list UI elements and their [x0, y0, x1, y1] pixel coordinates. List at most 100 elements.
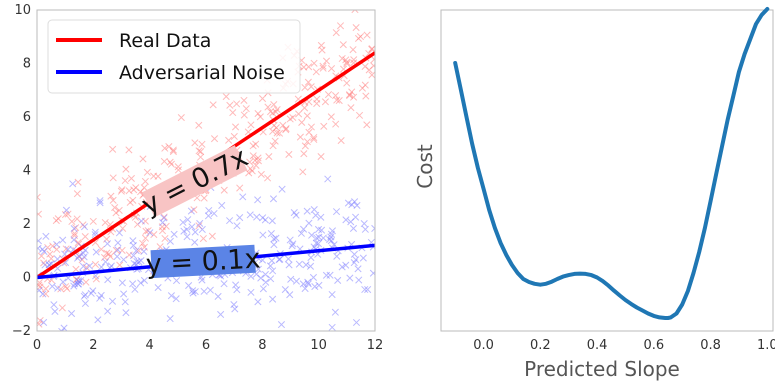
- scatter-point: [72, 265, 80, 273]
- scatter-point: [96, 197, 104, 205]
- scatter-point: [304, 280, 312, 288]
- scatter-point: [104, 307, 112, 315]
- scatter-point: [81, 232, 89, 241]
- scatter-point: [129, 237, 137, 245]
- scatter-point: [349, 224, 358, 233]
- scatter-point: [351, 198, 359, 206]
- scatter-point: [321, 1, 327, 7]
- scatter-point: [97, 245, 105, 253]
- scatter-point: [80, 223, 89, 231]
- scatter-point: [191, 139, 199, 147]
- scatter-point: [38, 374, 44, 380]
- left-y-ticks: −2 0 2 4 6 8 10: [12, 3, 31, 339]
- scatter-point: [264, 103, 272, 111]
- scatter-point: [321, 98, 329, 106]
- scatter-point: [334, 276, 342, 284]
- scatter-point: [278, 185, 286, 193]
- scatter-point: [361, 285, 369, 294]
- scatter-point: [188, 223, 196, 231]
- annotation-box: [150, 244, 256, 279]
- x-tick-label: 8: [258, 338, 266, 353]
- y-tick-label: 2: [23, 217, 31, 232]
- scatter-point: [210, 135, 219, 143]
- scatter-point: [305, 219, 313, 227]
- scatter-point: [118, 186, 126, 194]
- scatter-point: [288, 242, 296, 250]
- scatter-point: [92, 248, 100, 256]
- scatter-point: [137, 217, 145, 225]
- scatter-point: [264, 174, 272, 182]
- scatter-point: [42, 290, 50, 298]
- scatter-point: [304, 278, 312, 286]
- scatter-point: [369, 269, 375, 277]
- scatter-point: [233, 286, 241, 294]
- scatter-point: [315, 233, 323, 241]
- scatter-point: [37, 316, 44, 325]
- scatter-point: [312, 239, 320, 247]
- scatter-point: [137, 279, 145, 287]
- scatter-point: [204, 212, 213, 220]
- scatter-point: [39, 290, 47, 298]
- scatter-point: [174, 163, 182, 171]
- scatter-point: [111, 203, 119, 212]
- scatter-point: [37, 210, 43, 218]
- scatter-point: [272, 124, 280, 132]
- scatter-point: [370, 55, 375, 63]
- scatter-point: [49, 242, 57, 250]
- scatter-point: [75, 278, 83, 286]
- x-tick-label: 4: [146, 338, 154, 353]
- scatter-point: [69, 180, 77, 188]
- scatter-point: [343, 58, 351, 66]
- scatter-point: [231, 305, 239, 313]
- scatter-point: [303, 112, 311, 120]
- scatter-point: [364, 285, 372, 294]
- scatter-point: [359, 254, 367, 262]
- scatter-point: [315, 281, 323, 289]
- scatter-point: [299, 168, 307, 176]
- scatter-point: [154, 283, 162, 292]
- scatter-point: [345, 91, 354, 99]
- scatter-point: [82, 278, 90, 286]
- scatter-point: [117, 187, 125, 195]
- scatter-point: [347, 104, 355, 112]
- scatter-point: [249, 142, 257, 150]
- x-tick-label: 10: [310, 338, 327, 353]
- scatter-point: [125, 187, 133, 195]
- scatter-point: [351, 10, 359, 14]
- scatter-point: [58, 327, 66, 331]
- scatter-point: [271, 137, 279, 145]
- scatter-point: [363, 121, 371, 129]
- scatter-point: [122, 165, 130, 173]
- scatter-point: [245, 169, 253, 177]
- scatter-point: [242, 105, 250, 113]
- scatter-point: [238, 340, 244, 346]
- scatter-point: [112, 209, 120, 217]
- scatter-point: [59, 278, 67, 286]
- scatter-point: [197, 153, 205, 161]
- scatter-point: [91, 260, 99, 269]
- y-axis-label: Cost: [413, 144, 437, 189]
- scatter-point: [166, 315, 174, 323]
- x-axis-label: Predicted Slope: [524, 357, 680, 381]
- scatter-point: [200, 287, 208, 295]
- scatter-point: [273, 106, 281, 114]
- scatter-point: [81, 291, 89, 299]
- scatter-point: [184, 216, 192, 224]
- scatter-point: [54, 284, 62, 292]
- scatter-point: [257, 170, 265, 178]
- scatter-point: [287, 275, 295, 283]
- scatter-point: [154, 172, 162, 180]
- scatter-point: [324, 91, 333, 99]
- scatter-point: [299, 225, 308, 233]
- scatter-point: [208, 232, 216, 240]
- scatter-point: [191, 238, 199, 246]
- scatter-point: [311, 282, 319, 291]
- right-x-ticks: 0.0 0.2 0.4 0.6 0.8 1.0: [473, 338, 775, 353]
- scatter-point: [333, 96, 341, 104]
- scatter-point: [101, 258, 110, 266]
- scatter-point: [132, 247, 140, 255]
- scatter-point: [298, 118, 306, 127]
- x-tick-label: 0.8: [700, 338, 721, 353]
- scatter-point: [328, 323, 336, 331]
- scatter-point: [300, 150, 308, 158]
